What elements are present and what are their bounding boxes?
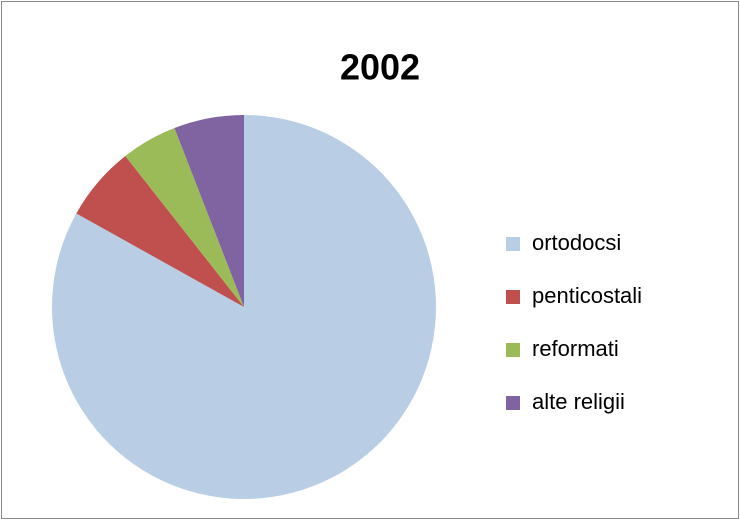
legend-label: penticostali	[532, 283, 642, 308]
legend-swatch	[506, 237, 520, 251]
legend-swatch	[506, 290, 520, 304]
pie-slice	[125, 128, 244, 307]
legend-swatch	[506, 396, 520, 410]
legend-label: reformati	[532, 336, 619, 361]
pie-slice	[76, 156, 244, 307]
legend-label: ortodocsi	[532, 230, 621, 255]
chart-title: 2002	[340, 47, 420, 88]
pie-slice	[174, 115, 244, 307]
legend-label: alte religii	[532, 389, 625, 414]
legend-swatch	[506, 343, 520, 357]
